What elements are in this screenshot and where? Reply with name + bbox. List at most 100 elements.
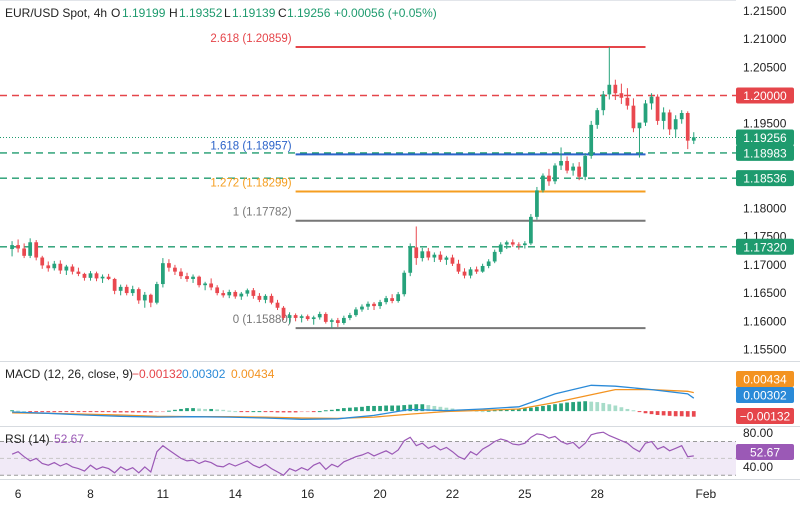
candle-body: [215, 287, 220, 294]
macd-histogram-bar: [323, 410, 328, 412]
candle-body: [191, 276, 195, 279]
rsi-value-tag-text: 52.67: [750, 446, 780, 460]
candle-body: [607, 84, 612, 95]
macd-histogram-bar: [34, 411, 39, 413]
price-tick-label: 1.20500: [743, 60, 787, 74]
time-tick-label: 16: [301, 487, 315, 501]
macd-histogram-bar: [601, 402, 606, 412]
macd-histogram-bar: [402, 405, 407, 412]
macd-histogram-bar: [396, 405, 401, 412]
candles: [10, 46, 696, 329]
macd-histogram-bar: [185, 408, 189, 412]
macd-tag-text: 0.00434: [743, 373, 787, 387]
macd-histogram-bar: [215, 409, 220, 412]
macd-histogram-bar: [52, 411, 57, 413]
chart-header: EUR/USD Spot, 4h O 1.19199 H 1.19352 L 1…: [5, 6, 437, 20]
macd-histogram-bar: [88, 411, 93, 413]
macd-tag: 0.00302: [736, 387, 794, 403]
macd-histogram-bar: [516, 408, 521, 412]
candle-body: [691, 137, 696, 141]
macd-histogram-bar: [82, 411, 87, 413]
macd-histogram-bar: [76, 411, 81, 413]
last-price-tag: 1.19256: [736, 129, 794, 146]
macd-histogram-bar: [408, 404, 413, 412]
macd-histogram-bar: [209, 408, 214, 412]
candle-body: [414, 247, 419, 259]
candle-body: [148, 294, 153, 303]
price-tag-text: 1.18983: [743, 146, 787, 160]
macd-histogram-bar: [631, 410, 636, 412]
macd-histogram-bar: [565, 402, 569, 412]
candle-body: [46, 265, 51, 269]
macd-histogram-bar: [112, 411, 117, 413]
macd-histogram-bar: [378, 405, 382, 412]
macd-histogram-bar: [486, 410, 491, 412]
price-tags: 1.20000 1.18983 1.18536 1.17320 1.19256: [736, 87, 794, 255]
candle-body: [661, 112, 666, 121]
candle-body: [577, 166, 582, 177]
macd-histogram-bar: [58, 411, 63, 413]
macd-histogram-bar: [136, 411, 141, 413]
candle-body: [112, 278, 117, 291]
macd-tags: 0.00434 0.00302 −0.00132: [736, 371, 794, 424]
macd-histogram-bar: [522, 408, 527, 412]
macd-histogram-bar: [179, 408, 183, 412]
price-tag: 1.18536: [736, 170, 794, 187]
last-price-tag-box: [736, 129, 794, 146]
macd-histogram-bar: [667, 411, 672, 416]
candle-body: [685, 113, 690, 141]
candle-body: [679, 113, 684, 120]
candle-body: [673, 119, 678, 130]
candle-body: [390, 298, 395, 301]
candle-body: [444, 257, 449, 260]
macd-histogram-bar: [685, 411, 690, 417]
rsi-tick-label: 40.00: [743, 460, 773, 474]
time-tick-label: Feb: [695, 487, 716, 501]
rsi-title: RSI (14): [5, 432, 50, 446]
macd-histogram-bar: [263, 411, 268, 413]
macd-histogram-bar: [583, 401, 588, 412]
macd-histogram-bar: [426, 405, 431, 412]
macd-histogram-bar: [233, 411, 238, 413]
macd-histogram-bar: [492, 410, 497, 412]
candle-body: [378, 302, 382, 307]
candle-body: [34, 242, 39, 258]
macd-histogram-bar: [661, 411, 666, 416]
symbol-label: EUR/USD Spot, 4h: [5, 6, 107, 20]
candle-body: [58, 263, 63, 271]
rsi-value-tag: 52.67: [736, 444, 794, 460]
macd-histogram-bar: [414, 404, 419, 412]
candle-body: [76, 271, 81, 274]
macd-histogram-bar: [541, 405, 545, 412]
macd-histogram-bar: [366, 405, 370, 412]
close-label: C: [278, 6, 287, 20]
price-tag: 1.17320: [736, 238, 794, 255]
candle-body: [535, 190, 539, 217]
open-value: 1.19199: [122, 6, 166, 20]
candle-body: [70, 266, 75, 272]
macd-histogram-bar: [118, 411, 123, 413]
macd-histogram-bar: [100, 411, 105, 413]
macd-histogram-bar: [637, 411, 642, 413]
macd-histogram-bar: [649, 411, 654, 415]
time-tick-label: 14: [229, 487, 243, 501]
time-axis: 6 8 11 14 16 20 22 25 28 Feb: [0, 479, 800, 501]
macd-histogram-bar: [257, 411, 262, 413]
close-value: 1.19256: [287, 6, 331, 20]
price-tag-text: 1.17320: [743, 240, 787, 254]
macd-histogram-bar: [438, 406, 443, 412]
candle-body: [106, 276, 111, 279]
macd-histogram-bar: [329, 409, 334, 412]
macd-histogram-bar: [420, 404, 425, 412]
candle-body: [124, 286, 129, 294]
macd-histogram-bar: [221, 409, 226, 412]
macd-histogram-bar: [480, 411, 485, 413]
macd-histogram-bar: [70, 411, 75, 413]
candle-body: [432, 254, 437, 258]
high-label: H: [169, 6, 178, 20]
fib-level-label: 1.618 (1.18957): [210, 140, 291, 152]
macd-line: [12, 384, 695, 420]
macd-histogram-bar: [553, 404, 557, 412]
low-label: L: [224, 6, 231, 20]
